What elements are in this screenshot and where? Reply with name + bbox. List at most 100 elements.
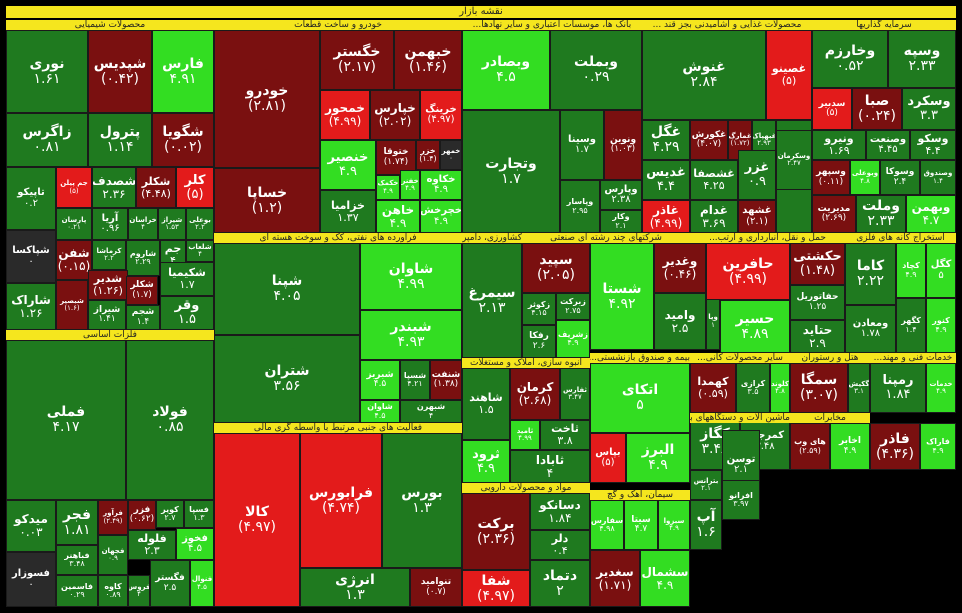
treemap-tile[interactable]: ثاخت ۳.۸ <box>540 420 590 450</box>
treemap-tile[interactable]: شپدیس (۰.۴۲) <box>88 30 152 113</box>
sector-header[interactable]: خدمات فنی و مهند... <box>870 353 956 363</box>
sector-header[interactable]: حمل و نقل، انبارداری و ارتب... <box>690 233 845 243</box>
sector-header[interactable]: بیمه و صندوق بازنشستی... <box>590 353 690 363</box>
treemap-tile[interactable]: ثامید ۴.۹۹ <box>510 420 540 450</box>
sector-header[interactable]: محصولات غذایی و آشامیدنی بجز قند ... <box>642 20 812 30</box>
treemap-tile[interactable]: شبندر ۴.۹۳ <box>360 310 462 360</box>
treemap-tile[interactable]: کهمدا (۰.۵۹) <box>690 363 736 413</box>
treemap-tile[interactable]: شصدف ۲.۳۶ <box>92 167 136 208</box>
treemap-tile[interactable]: کویر ۲.۷ <box>156 500 184 528</box>
treemap-tile[interactable]: خزر (۱.۴) <box>416 140 440 170</box>
treemap-tile[interactable]: فنوال ۴.۵ <box>190 560 214 607</box>
treemap-tile[interactable]: آپ ۱.۶ <box>690 500 722 550</box>
treemap-tile[interactable]: رفکا ۲.۶ <box>522 325 556 358</box>
treemap-tile[interactable]: ثفارس ۳.۴۷ <box>560 368 590 420</box>
treemap-tile[interactable]: شکیمیا ۱.۷ <box>160 262 214 296</box>
treemap-tile[interactable]: شستا ۴.۹۲ <box>590 243 654 350</box>
treemap-tile[interactable]: غدیس ۴.۴ <box>642 160 690 200</box>
treemap-tile[interactable]: شاروم ۲.۲۹ <box>126 240 160 276</box>
treemap-tile[interactable]: وصنعت ۴.۴۵ <box>866 130 910 160</box>
sector-header[interactable]: سایر محصولات کانی... <box>690 353 790 363</box>
treemap-tile[interactable]: سیتا ۴.۷ <box>624 500 658 550</box>
treemap-tile[interactable]: شبریز ۴.۵ <box>360 360 400 400</box>
treemap-tile[interactable]: وپاسار ۲.۹۵ <box>560 180 600 233</box>
treemap-tile[interactable]: انرژی ۱.۳ <box>300 568 410 607</box>
treemap-tile[interactable]: وسپهر (۰.۱۱) <box>812 160 850 195</box>
treemap-tile[interactable]: فرآور (۲.۴۹) <box>98 500 128 535</box>
treemap-tile[interactable]: رمپنا ۱.۸۴ <box>870 363 926 413</box>
treemap-tile[interactable]: آریا ۰.۹۶ <box>92 208 128 240</box>
treemap-tile[interactable]: خاهن ۴.۹ <box>376 200 420 233</box>
treemap-tile[interactable]: خچرخش ۴.۹ <box>420 200 462 233</box>
treemap-tile[interactable]: بوعلی ۲.۲ <box>186 208 214 240</box>
treemap-tile[interactable]: خگستر (۲.۱۷) <box>320 30 394 90</box>
treemap-tile[interactable]: زاگرس ۰.۸۱ <box>6 113 88 167</box>
treemap-tile[interactable]: فباهنر ۳.۴۸ <box>56 545 98 575</box>
sector-header[interactable]: انبوه سازی، املاک و مستغلات <box>462 358 590 368</box>
treemap-tile[interactable]: فولاد ۰.۸۵ <box>126 340 214 500</box>
treemap-tile[interactable]: وسوکا ۲.۴ <box>880 160 920 195</box>
treemap-tile[interactable]: وکار ۲.۱ <box>600 210 642 233</box>
treemap-tile[interactable]: وصندوق ۱.۴ <box>920 160 956 195</box>
sector-header[interactable]: مواد و محصولات دارویی <box>462 483 590 493</box>
treemap-tile[interactable]: ومعادن ۱.۷۸ <box>845 305 896 353</box>
treemap-tile[interactable]: کرازی ۳.۵ <box>736 363 770 413</box>
treemap-tile[interactable]: وبملت ۰.۲۹ <box>550 30 642 110</box>
treemap-tile[interactable]: وخارزم ۰.۵۲ <box>812 30 888 88</box>
sector-header[interactable]: محصولات شیمیایی <box>6 20 214 30</box>
treemap-tile[interactable]: خرینگ (۴.۹۷) <box>420 90 462 140</box>
treemap-tile[interactable]: حکشتی (۱.۴۸) <box>790 243 845 285</box>
sector-header[interactable]: سیمان، آهک و گچ <box>590 490 690 500</box>
treemap-tile[interactable]: غزر ۰.۹ <box>738 150 776 200</box>
treemap-tile[interactable]: کگهر ۱.۴ <box>896 298 926 353</box>
treemap-tile[interactable]: فسوزار ۰ <box>6 552 56 607</box>
treemap-tile[interactable]: شیراز ۱.۵۳ <box>158 208 186 240</box>
treemap-tile[interactable]: فرابورس (۴.۷۴) <box>300 433 382 568</box>
treemap-tile[interactable]: فسپا ۱.۳ <box>184 500 214 528</box>
treemap-tile[interactable]: فاراک ۴.۹ <box>920 423 956 470</box>
treemap-tile[interactable]: وپارس ۲.۳۸ <box>600 180 642 210</box>
treemap-tile[interactable]: حفاتوریل ۱.۲۵ <box>790 285 845 320</box>
treemap-tile[interactable]: خکاوه ۴.۹ <box>420 170 462 200</box>
sector-header[interactable]: کشاورزی، دامپروری و خدما... <box>462 233 522 243</box>
treemap-tile[interactable]: کلوند ۴.۸ <box>770 363 790 413</box>
treemap-tile[interactable]: فاسمین ۰.۲۹ <box>56 575 98 607</box>
treemap-tile[interactable]: خساپا (۱.۲) <box>214 168 320 233</box>
treemap-tile[interactable]: میدکو ۰.۰۳ <box>6 500 56 552</box>
treemap-tile[interactable]: شلعاب ۴ <box>186 240 214 262</box>
treemap-tile[interactable]: فجهان ۰.۹ <box>98 535 128 575</box>
treemap-tile[interactable]: شاوان ۴.۵ <box>360 400 400 423</box>
treemap-tile[interactable]: بترانس ۲.۱ <box>690 470 722 500</box>
treemap-tile[interactable]: کاما ۲.۲۲ <box>845 243 896 305</box>
treemap-tile[interactable]: خکمک ۴.۹ <box>376 175 400 200</box>
treemap-tile[interactable]: وبوعلی ۴.۸ <box>850 160 880 195</box>
treemap-tile[interactable]: وسکو ۴.۴ <box>910 130 956 160</box>
treemap-tile[interactable]: سمگا (۳.۰۷) <box>790 363 848 413</box>
treemap-tile[interactable]: گکیش ۳.۱ <box>848 363 870 413</box>
treemap-tile[interactable]: ونیرو ۱.۶۹ <box>812 130 866 160</box>
treemap-tile[interactable]: شجم ۱.۴ <box>126 305 160 330</box>
treemap-tile[interactable]: خزامیا ۱.۳۷ <box>320 190 376 233</box>
treemap-tile[interactable]: خمحور (۴.۹۹) <box>320 90 370 140</box>
treemap-tile[interactable]: فزر (۰.۶۲) <box>128 500 156 530</box>
treemap-tile[interactable]: شپنا ۴.۰۵ <box>214 243 360 335</box>
sector-header[interactable]: شرکتهای چند رشته ای صنعتی <box>522 233 690 243</box>
treemap-tile[interactable]: وقر ۱.۵ <box>160 296 214 330</box>
treemap-tile[interactable]: شدیر (۱.۲۶) <box>88 270 128 300</box>
treemap-tile[interactable]: البرز ۴.۹ <box>626 433 690 483</box>
treemap-tile[interactable]: نوری ۱.۶۱ <box>6 30 88 113</box>
treemap-tile[interactable]: فروس ۴ <box>128 575 150 607</box>
treemap-tile[interactable]: سبزوا ۴.۹ <box>658 500 690 550</box>
treemap-tile[interactable]: ثابادا ۴ <box>510 450 590 483</box>
treemap-tile[interactable]: غگل ۴.۲۹ <box>642 120 690 160</box>
treemap-tile[interactable]: شفن (۰.۱۵) <box>56 240 92 280</box>
treemap-tile[interactable]: غاذر (۴.۹۹) <box>642 200 690 233</box>
treemap-tile[interactable]: خراسان ۴ <box>128 208 158 240</box>
treemap-tile[interactable]: کلر (۵) <box>176 167 214 208</box>
treemap-tile[interactable]: فجر ۱.۸۱ <box>56 500 98 545</box>
treemap-tile[interactable]: سدبیر (۵) <box>812 88 852 130</box>
treemap-tile[interactable]: شبهرن ۴ <box>400 400 462 423</box>
treemap-tile[interactable]: خنصیر ۴.۹ <box>320 140 376 190</box>
treemap-tile[interactable]: شسپا ۴.۲۱ <box>400 360 430 400</box>
treemap-tile[interactable]: شبصیر (۱.۶) <box>56 280 88 330</box>
